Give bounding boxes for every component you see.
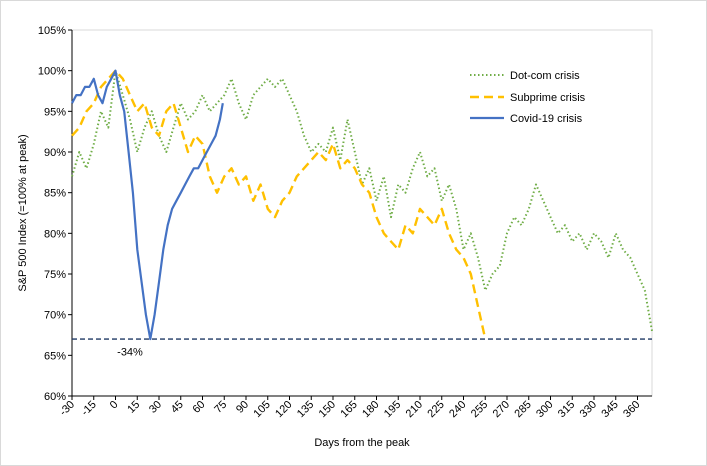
y-axis: 60% 65% 70% 75% 80% 85% 90% 95% 100% 105%: [38, 25, 73, 403]
y-tick-label: 80%: [44, 228, 66, 240]
legend-label-covid: Covid-19 crisis: [510, 113, 583, 125]
y-axis-title: S&P 500 Index (=100% at peak): [17, 134, 29, 291]
x-axis-title: Days from the peak: [314, 437, 410, 449]
series-group: [71, 69, 653, 341]
legend-label-subprime: Subprime crisis: [510, 92, 586, 104]
y-tick-label: 60%: [44, 391, 66, 403]
y-tick-label: 90%: [44, 147, 66, 159]
series-line-covid-19-crisis: [71, 69, 224, 341]
annotation-label: -34%: [117, 346, 143, 358]
legend: Dot-com crisis Subprime crisis Covid-19 …: [470, 70, 586, 125]
series-line-dot-com-crisis: [71, 69, 653, 332]
y-tick-label: 65%: [44, 350, 66, 362]
y-tick-label: 75%: [44, 269, 66, 281]
y-tick-label: 95%: [44, 106, 66, 118]
annotation-group: -34%: [117, 346, 143, 358]
series-line-subprime-crisis: [71, 69, 487, 340]
legend-label-dot-com: Dot-com crisis: [510, 70, 580, 82]
y-tick-label: 100%: [38, 66, 66, 78]
y-tick-label: 70%: [44, 310, 66, 322]
y-tick-label: 105%: [38, 25, 66, 37]
y-tick-label: 85%: [44, 188, 66, 200]
